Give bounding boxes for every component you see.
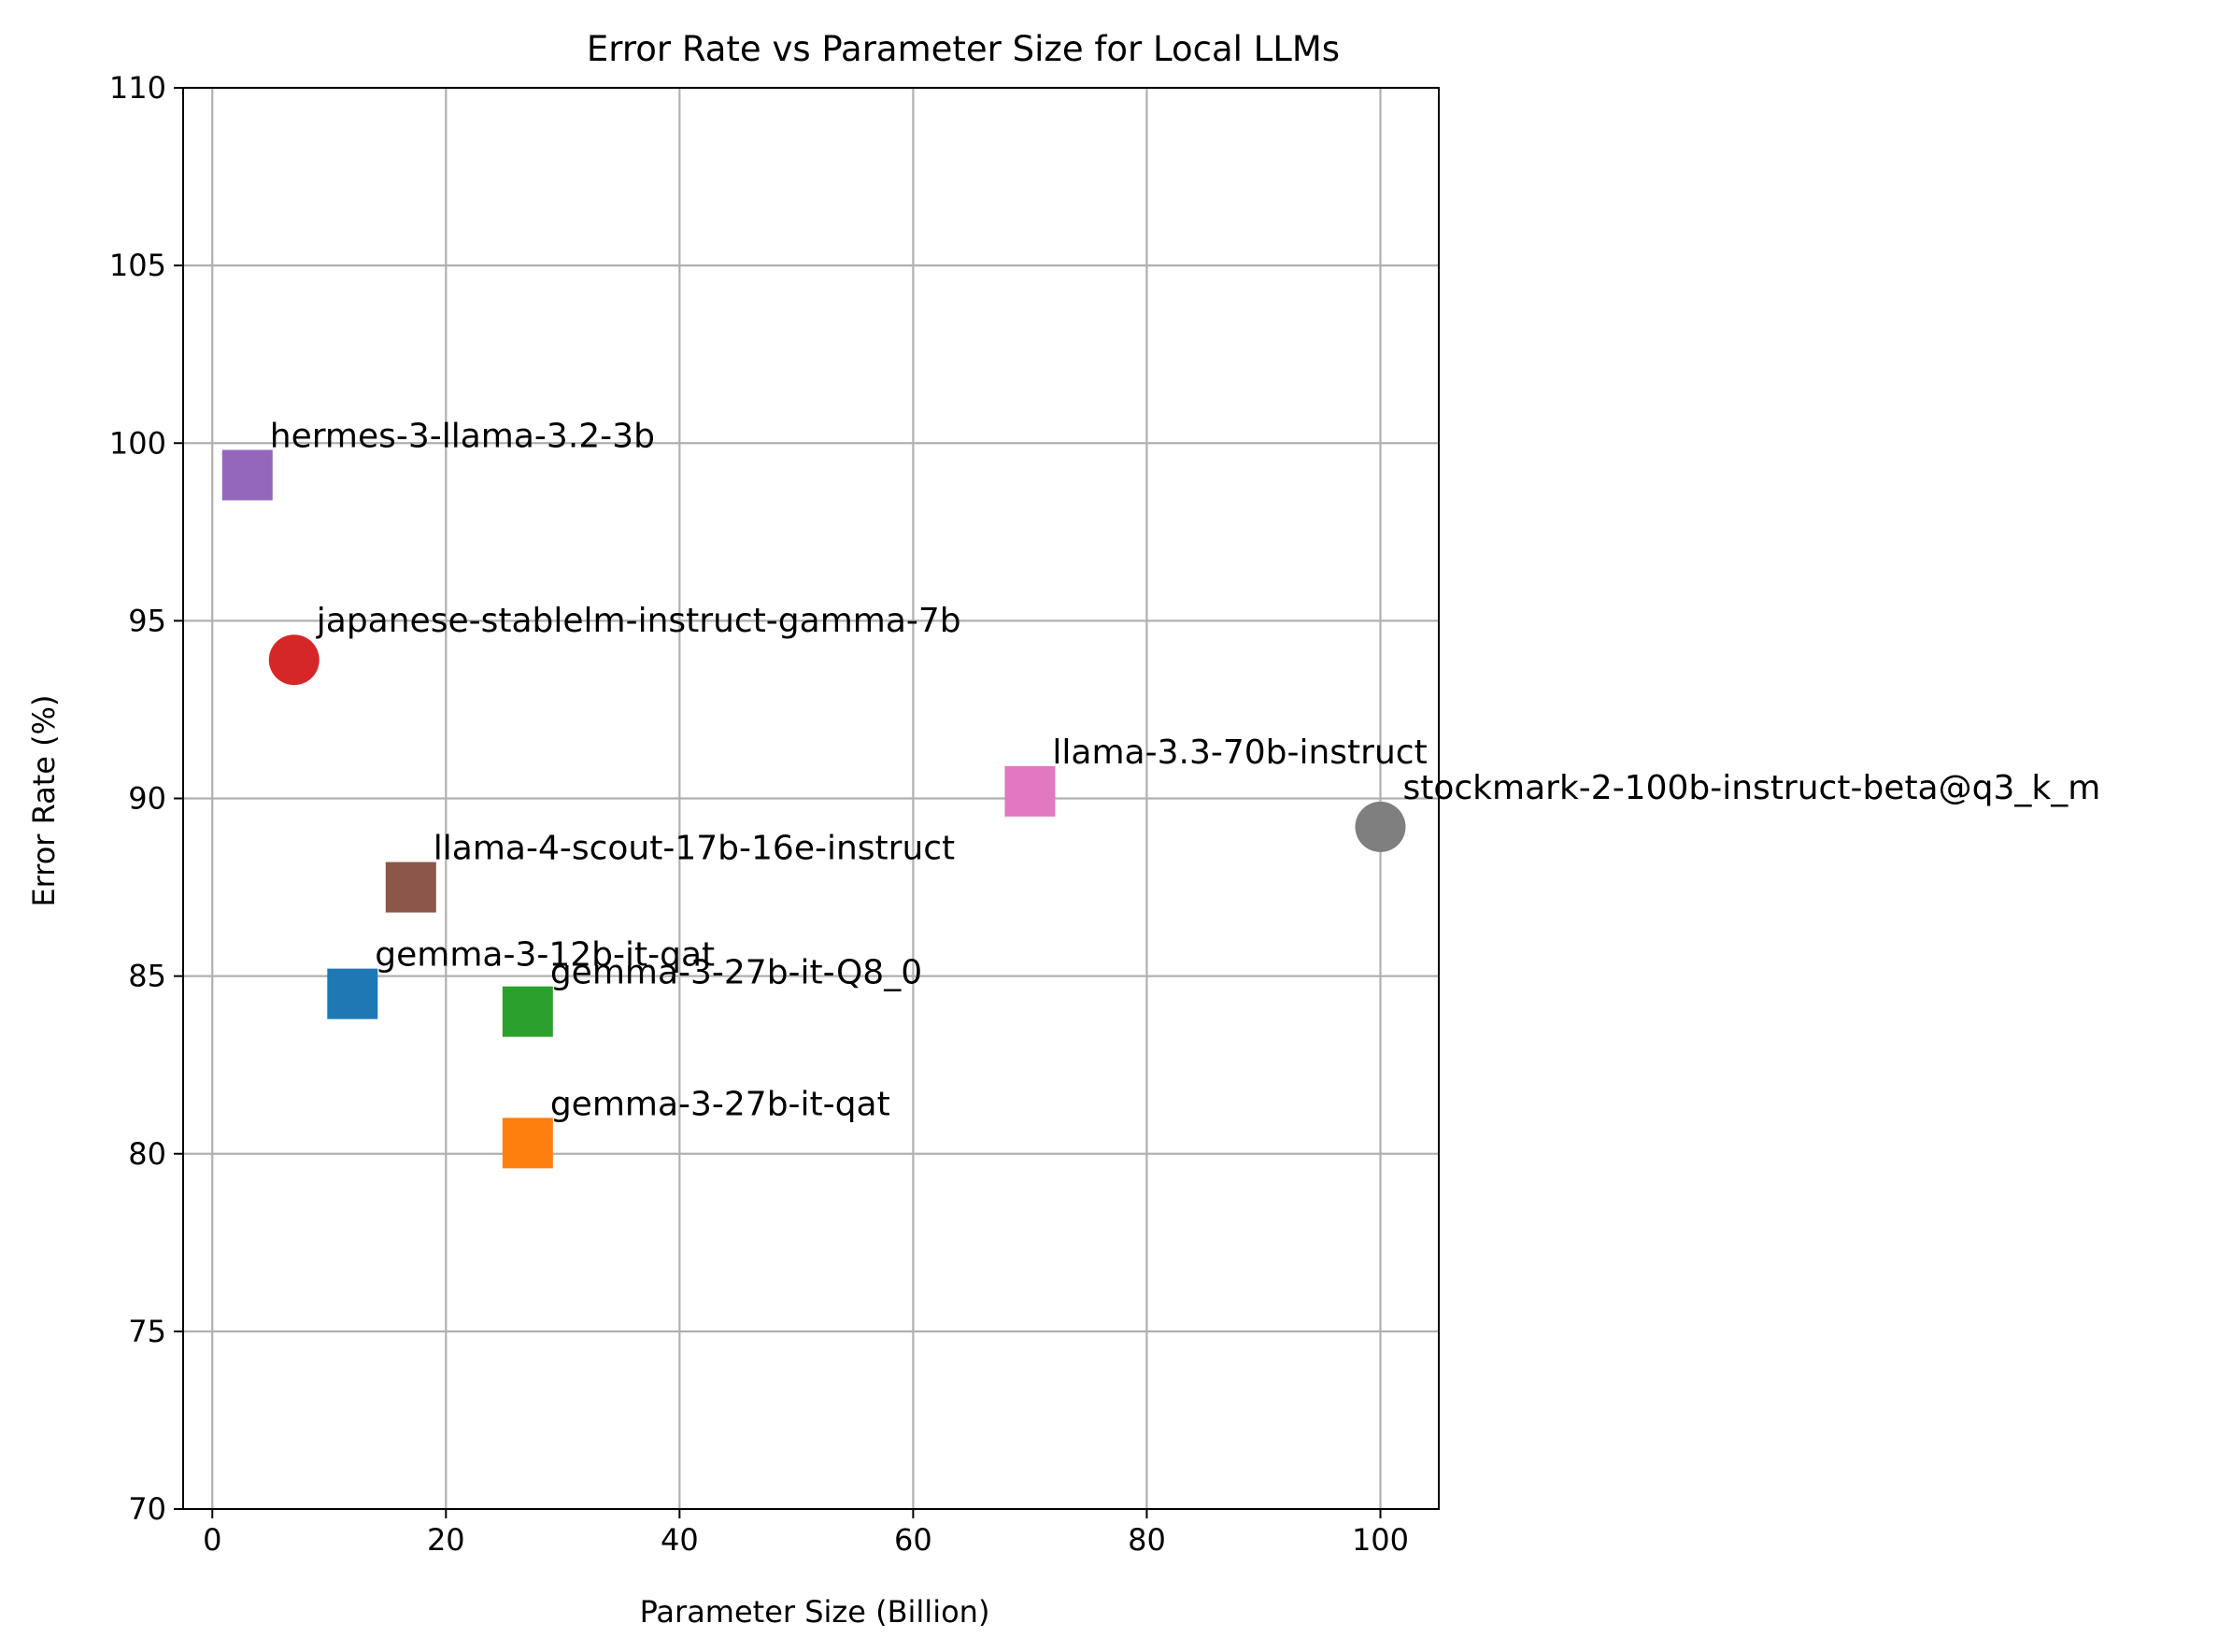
data-point-square — [221, 449, 273, 501]
data-point-square — [1004, 765, 1056, 817]
x-tick-label: 0 — [203, 1522, 221, 1558]
point-labels: gemma-3-12b-it-qat gemma-3-27b-it-qat gemm… — [270, 417, 2101, 1123]
data-point-square — [502, 986, 553, 1037]
y-tick-label: 70 — [128, 1491, 166, 1527]
data-point-square — [385, 862, 436, 913]
data-point-circle — [1355, 801, 1406, 852]
x-tick-label: 100 — [1352, 1522, 1409, 1558]
x-tick-label: 80 — [1128, 1522, 1166, 1558]
point-label: hermes-3-llama-3.2-3b — [270, 417, 655, 455]
point-label: llama-4-scout-17b-16e-instruct — [434, 830, 955, 868]
data-points — [221, 449, 1406, 1169]
y-tick-label: 90 — [128, 781, 166, 817]
y-axis-label: Error Rate (%) — [26, 694, 62, 906]
point-label: gemma-3-27b-it-Q8_0 — [550, 954, 922, 992]
point-label: gemma-3-27b-it-qat — [550, 1085, 890, 1123]
y-tick-label: 95 — [128, 603, 166, 638]
y-tick-label: 85 — [128, 959, 166, 994]
point-label: llama-3.3-70b-instruct — [1052, 733, 1427, 772]
y-tick-label: 75 — [128, 1314, 166, 1349]
y-tick-label: 110 — [109, 70, 166, 106]
y-tick-label: 105 — [109, 248, 166, 283]
point-label: gemma-3-12b-it-qat — [375, 936, 715, 975]
x-tick-label: 60 — [894, 1522, 932, 1558]
chart-title: Error Rate vs Parameter Size for Local L… — [587, 29, 1340, 69]
axis-ticks: 0 20 40 60 80 100 70 75 80 85 90 95 100 105 110 — [109, 70, 1409, 1558]
data-point-square — [502, 1118, 553, 1169]
grid-lines — [183, 86, 1439, 1511]
x-axis-label: Parameter Size (Billion) — [640, 1594, 990, 1630]
x-tick-label: 40 — [661, 1522, 699, 1558]
data-point-circle — [268, 634, 320, 686]
y-tick-label: 100 — [109, 425, 166, 461]
data-point-square — [327, 968, 378, 1019]
x-tick-label: 20 — [427, 1522, 465, 1558]
point-label: stockmark-2-100b-instruct-beta@q3_k_m — [1402, 769, 2100, 807]
point-label: japanese-stablelm-instruct-gamma-7b — [316, 602, 961, 640]
y-tick-label: 80 — [128, 1136, 166, 1172]
